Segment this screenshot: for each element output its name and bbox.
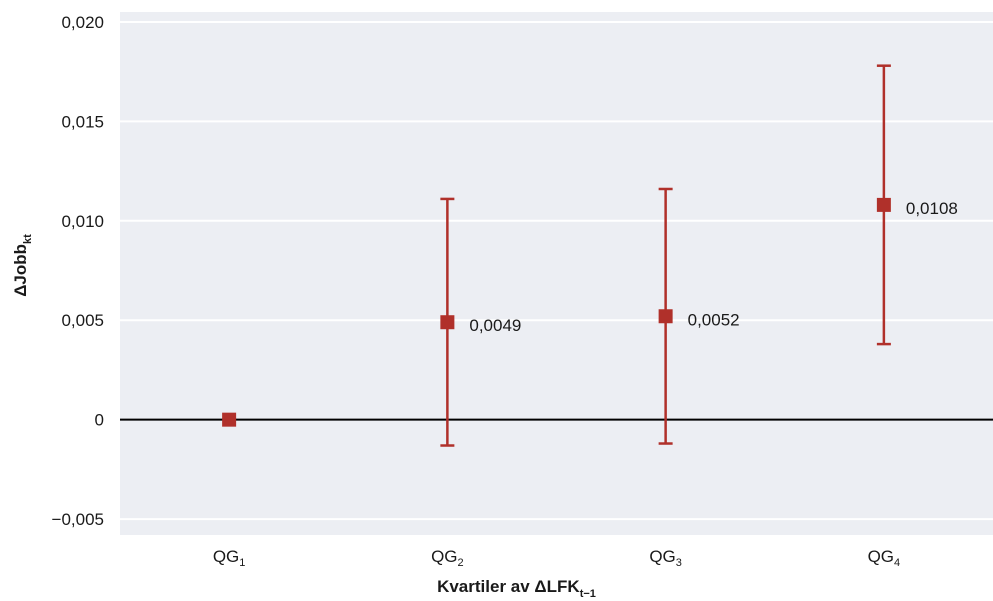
- y-axis-title: ΔJobbkt: [11, 234, 34, 297]
- y-tick-label: −0,005: [52, 510, 104, 529]
- data-marker: [222, 412, 237, 427]
- x-tick-label-subscript: 3: [676, 557, 682, 569]
- x-tick-label-subscript: 2: [458, 557, 464, 569]
- x-tick-label-main: QG: [213, 547, 239, 566]
- y-tick-label: 0,020: [61, 13, 104, 32]
- y-tick-label: 0,005: [61, 311, 104, 330]
- y-tick-label: 0,015: [61, 112, 104, 131]
- plot-background: [120, 12, 993, 535]
- data-label: 0,0052: [688, 310, 740, 329]
- x-axis-title-main: Kvartiler av ΔLFK: [437, 577, 580, 596]
- x-tick-label-subscript: 1: [239, 557, 245, 569]
- x-tick-label-subscript: 4: [894, 557, 900, 569]
- y-tick-label: 0: [95, 411, 104, 430]
- x-tick-label: QG1: [213, 547, 246, 569]
- data-marker: [658, 309, 673, 324]
- x-tick-label-main: QG: [649, 547, 675, 566]
- y-tick-label: 0,010: [61, 212, 104, 231]
- y-tick-labels: −0,005 0 0,005 0,010 0,015 0,020: [52, 13, 104, 529]
- data-marker: [440, 315, 455, 330]
- x-axis-title-subscript: t−1: [580, 588, 596, 600]
- x-tick-label-main: QG: [868, 547, 894, 566]
- x-tick-label: QG2: [431, 547, 464, 569]
- data-label: 0,0108: [906, 199, 958, 218]
- x-tick-label-main: QG: [431, 547, 457, 566]
- x-axis-title: Kvartiler av ΔLFKt−1: [437, 577, 596, 600]
- x-tick-label: QG4: [868, 547, 901, 569]
- y-axis-title-main: ΔJobb: [11, 244, 30, 297]
- data-labels: 0,0049 0,0052 0,0108: [469, 199, 958, 335]
- data-label: 0,0049: [469, 316, 521, 335]
- data-markers: [222, 197, 891, 427]
- y-axis-title-subscript: kt: [22, 234, 34, 244]
- data-marker: [876, 197, 891, 212]
- grid: [120, 20, 993, 521]
- x-tick-labels: QG1 QG2 QG3 QG4: [213, 547, 900, 569]
- x-tick-label: QG3: [649, 547, 682, 569]
